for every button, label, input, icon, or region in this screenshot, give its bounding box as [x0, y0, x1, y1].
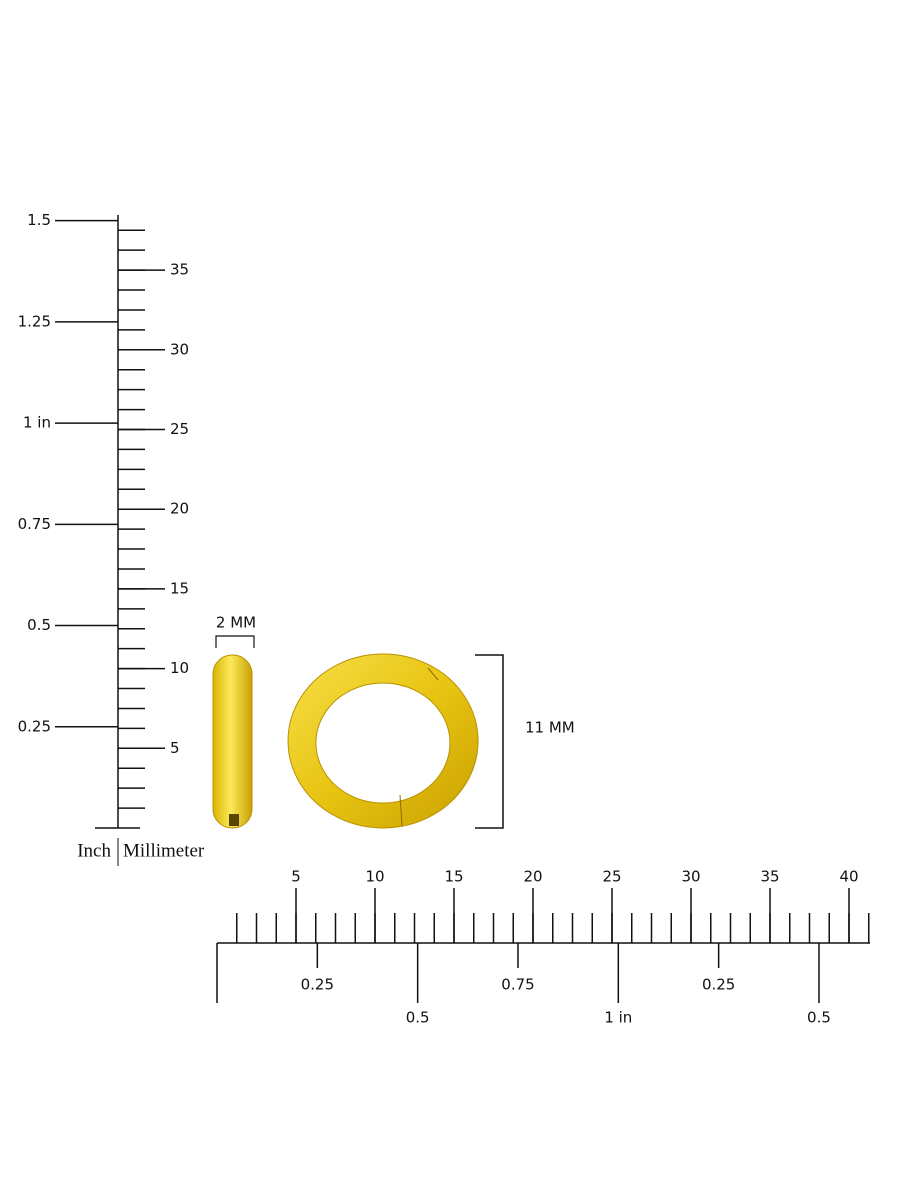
mm-label: 15 — [170, 579, 189, 597]
mm-label: 25 — [170, 420, 189, 438]
mm-label: 20 — [523, 868, 542, 886]
inch-label: 0.5 — [807, 1009, 831, 1027]
inch-label: 0.5 — [406, 1009, 430, 1027]
mm-label: 5 — [170, 739, 180, 757]
earring-side-view — [212, 654, 253, 829]
mm-label: 35 — [170, 261, 189, 279]
mm-label: 5 — [291, 868, 301, 886]
inch-label: 0.5 — [27, 616, 51, 634]
inch-legend: Inch — [77, 840, 111, 861]
earring-hinge — [399, 794, 403, 827]
earring-front-view — [287, 653, 479, 829]
rulers: 5 10 15 20 25 30 35 0.25 0.5 0.75 1 in 1.25 1.5 5 10 15… — [18, 211, 870, 1027]
inch-label: 0.75 — [501, 976, 534, 994]
inch-label: 1 in — [604, 1009, 632, 1027]
inch-label: 0.75 — [18, 515, 51, 533]
mm-label: 10 — [170, 659, 189, 677]
earring-clasp — [229, 814, 239, 826]
mm-label: 30 — [681, 868, 700, 886]
millimeter-legend: Millimeter — [123, 840, 205, 861]
inch-label: 0.25 — [702, 976, 735, 994]
mm-label: 15 — [444, 868, 463, 886]
mm-label: 40 — [839, 868, 858, 886]
mm-label: 25 — [602, 868, 621, 886]
earring-hinge — [427, 667, 439, 681]
inch-label: 1.25 — [18, 312, 51, 330]
height-bracket — [475, 654, 504, 829]
width-bracket — [215, 635, 255, 648]
height-label: 11 MM — [525, 719, 575, 737]
mm-label: 10 — [365, 868, 384, 886]
mm-label: 20 — [170, 500, 189, 518]
mm-label: 30 — [170, 340, 189, 358]
inch-label: 1.5 — [27, 211, 51, 229]
inch-label: 0.25 — [18, 717, 51, 735]
width-label: 2 MM — [216, 614, 256, 632]
mm-label: 35 — [760, 868, 779, 886]
inch-label: 0.25 — [301, 976, 334, 994]
inch-label: 1 in — [23, 414, 51, 432]
